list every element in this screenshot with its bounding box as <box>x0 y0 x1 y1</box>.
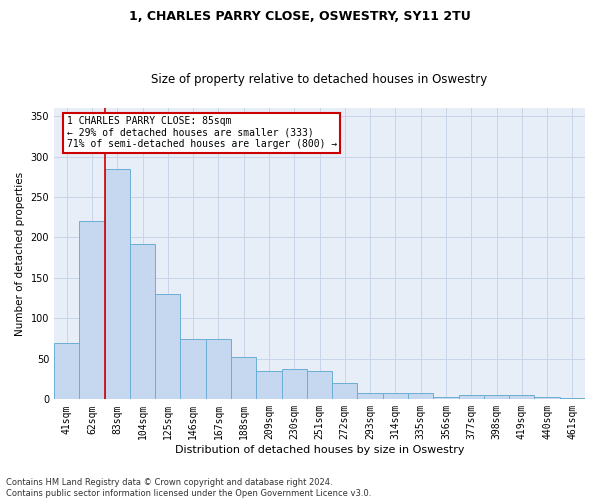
Bar <box>307 371 332 400</box>
Bar <box>332 383 358 400</box>
Text: 1 CHARLES PARRY CLOSE: 85sqm
← 29% of detached houses are smaller (333)
71% of s: 1 CHARLES PARRY CLOSE: 85sqm ← 29% of de… <box>67 116 337 150</box>
Bar <box>181 338 206 400</box>
Title: Size of property relative to detached houses in Oswestry: Size of property relative to detached ho… <box>151 73 488 86</box>
Bar <box>458 396 484 400</box>
Bar <box>535 397 560 400</box>
Y-axis label: Number of detached properties: Number of detached properties <box>15 172 25 336</box>
Text: Contains HM Land Registry data © Crown copyright and database right 2024.
Contai: Contains HM Land Registry data © Crown c… <box>6 478 371 498</box>
Bar <box>433 397 458 400</box>
Bar <box>256 371 281 400</box>
Text: 1, CHARLES PARRY CLOSE, OSWESTRY, SY11 2TU: 1, CHARLES PARRY CLOSE, OSWESTRY, SY11 2… <box>129 10 471 23</box>
Bar <box>206 338 231 400</box>
X-axis label: Distribution of detached houses by size in Oswestry: Distribution of detached houses by size … <box>175 445 464 455</box>
Bar <box>560 398 585 400</box>
Bar <box>484 396 509 400</box>
Bar <box>231 358 256 400</box>
Bar <box>104 168 130 400</box>
Bar <box>54 342 79 400</box>
Bar <box>130 244 155 400</box>
Bar <box>155 294 181 400</box>
Bar <box>383 393 408 400</box>
Bar <box>358 393 383 400</box>
Bar <box>509 396 535 400</box>
Bar <box>79 222 104 400</box>
Bar <box>281 368 307 400</box>
Bar <box>408 393 433 400</box>
